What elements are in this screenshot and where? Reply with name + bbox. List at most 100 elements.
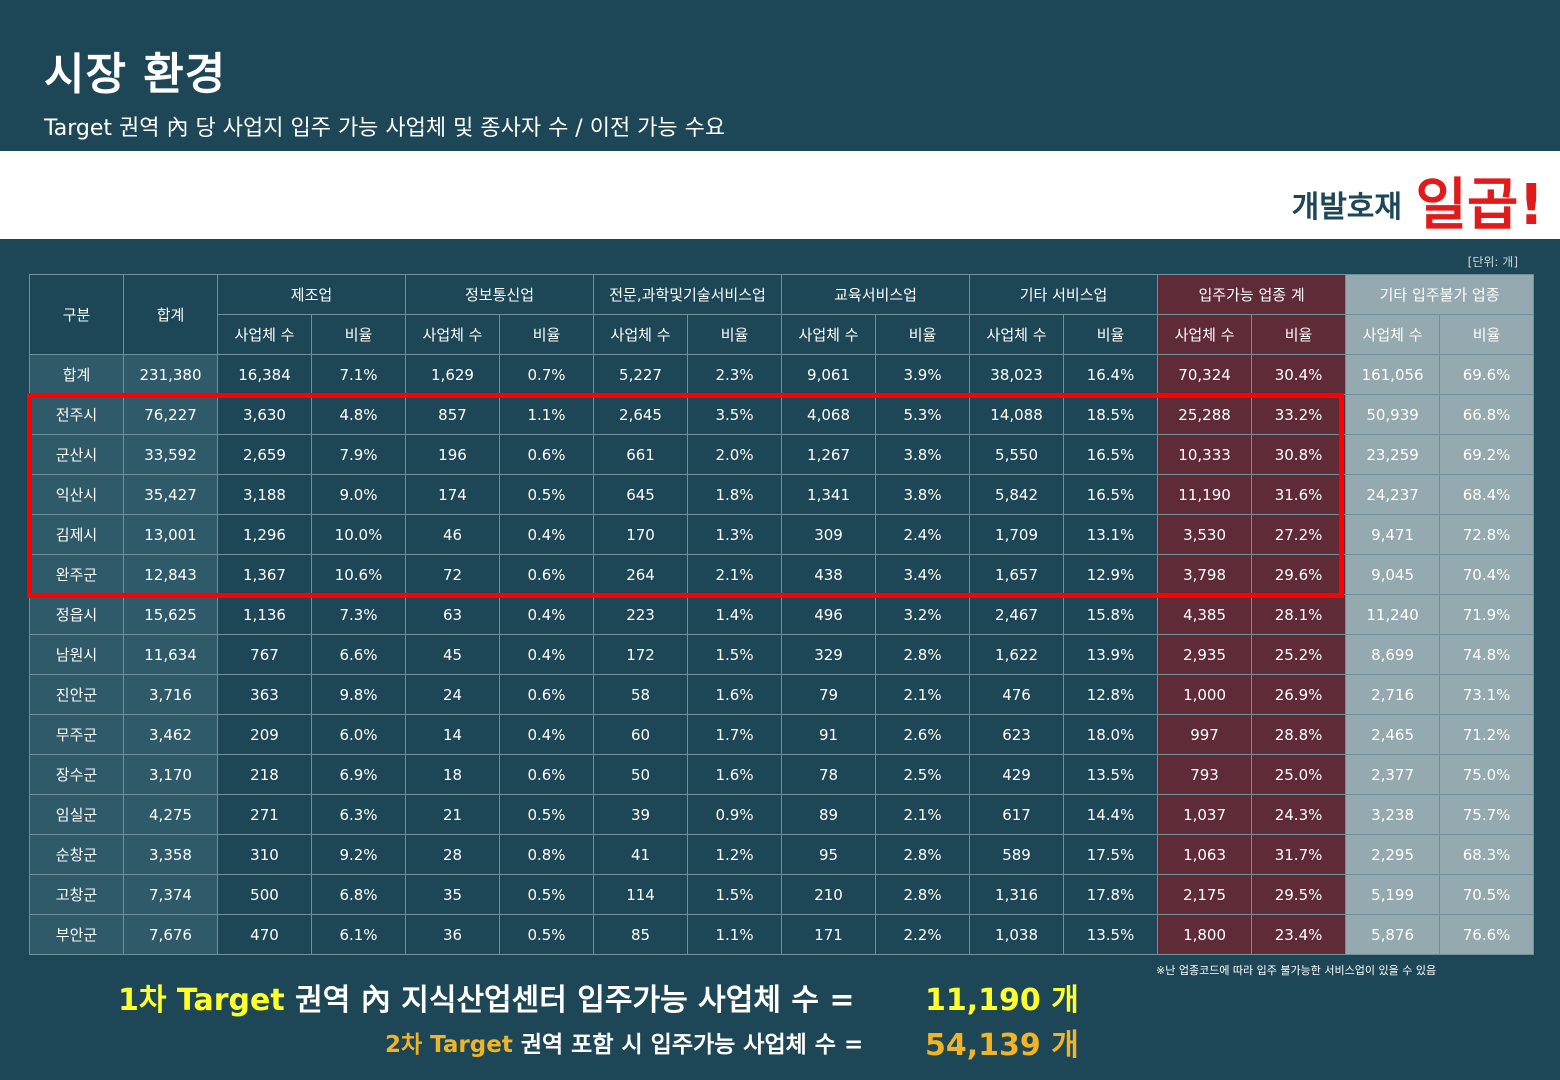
cell-count: 329 xyxy=(781,634,877,675)
row-total: 4,275 xyxy=(123,794,218,835)
cell-count: 4,068 xyxy=(781,394,877,435)
summary-line-2-prefix: 2차 Target xyxy=(385,1032,513,1058)
row-total: 76,227 xyxy=(123,394,218,435)
cell-count: 1,316 xyxy=(969,874,1065,915)
cell-ratio: 0.5% xyxy=(498,474,595,515)
cell-ratio: 71.9% xyxy=(1439,594,1535,635)
cell-ratio: 1.4% xyxy=(687,594,783,635)
cell-ratio: 10.6% xyxy=(311,554,406,595)
header-group-other: 기타 입주불가 업종 xyxy=(1345,274,1535,315)
cell-count: 45 xyxy=(405,634,500,675)
subheader-ratio: 비율 xyxy=(1063,314,1159,355)
cell-count: 10,333 xyxy=(1157,434,1253,475)
cell-count: 309 xyxy=(781,514,877,555)
cell-count: 5,842 xyxy=(969,474,1065,515)
band-headline: 일곱! xyxy=(1415,173,1544,238)
cell-count: 264 xyxy=(593,554,689,595)
cell-count: 5,550 xyxy=(969,434,1065,475)
row-total: 7,676 xyxy=(123,914,218,955)
cell-count: 72 xyxy=(405,554,500,595)
cell-count: 46 xyxy=(405,514,500,555)
cell-ratio: 29.5% xyxy=(1251,874,1347,915)
cell-count: 1,296 xyxy=(217,514,312,555)
cell-ratio: 0.7% xyxy=(498,354,595,395)
cell-count: 4,385 xyxy=(1157,594,1253,635)
cell-ratio: 7.3% xyxy=(311,594,406,635)
cell-ratio: 1.7% xyxy=(687,714,783,755)
cell-ratio: 2.2% xyxy=(875,914,971,955)
cell-count: 3,798 xyxy=(1157,554,1253,595)
row-label: 익산시 xyxy=(29,474,124,515)
cell-ratio: 1.5% xyxy=(687,874,783,915)
cell-count: 3,238 xyxy=(1345,794,1441,835)
footnote: ※난 업종코드에 따라 입주 불가능한 서비스업이 있을 수 있음 xyxy=(1156,964,1437,977)
table-row: 김제시 13,001 1,296 10.0% 46 0.4% 170 1.3% 309 2.4% 1… xyxy=(29,514,1535,555)
cell-ratio: 30.4% xyxy=(1251,354,1347,395)
summary-line-1-text: 권역 內 지식산업센터 입주가능 사업체 수 = xyxy=(284,983,855,1018)
cell-ratio: 6.9% xyxy=(311,754,406,795)
header-group: 정보통신업 xyxy=(404,274,595,315)
cell-ratio: 2.8% xyxy=(875,834,971,875)
table-row: 순창군 3,358 310 9.2% 28 0.8% 41 1.2% 95 2.8% 589 17.5… xyxy=(29,834,1535,875)
table-row: 남원시 11,634 767 6.6% 45 0.4% 172 1.5% 329 2.8% 1,62… xyxy=(29,634,1535,675)
table-row: 완주군 12,843 1,367 10.6% 72 0.6% 264 2.1% 438 3.4% 1… xyxy=(29,554,1535,595)
cell-ratio: 13.1% xyxy=(1063,514,1159,555)
cell-count: 2,467 xyxy=(969,594,1065,635)
header-group: 제조업 xyxy=(217,274,406,315)
cell-count: 1,629 xyxy=(405,354,500,395)
cell-count: 9,045 xyxy=(1345,554,1441,595)
cell-ratio: 12.8% xyxy=(1063,674,1159,715)
cell-count: 438 xyxy=(781,554,877,595)
cell-count: 209 xyxy=(217,714,312,755)
table-row: 임실군 4,275 271 6.3% 21 0.5% 39 0.9% 89 2.1% 617 14.4… xyxy=(29,794,1535,835)
cell-ratio: 3.8% xyxy=(875,434,971,475)
summary-line-2-value: 54,139 개 xyxy=(925,1028,1079,1063)
cell-ratio: 2.1% xyxy=(875,674,971,715)
cell-ratio: 2.1% xyxy=(687,554,783,595)
cell-ratio: 28.8% xyxy=(1251,714,1347,755)
cell-ratio: 0.5% xyxy=(498,794,595,835)
cell-ratio: 31.7% xyxy=(1251,834,1347,875)
cell-count: 50,939 xyxy=(1345,394,1441,435)
cell-ratio: 1.1% xyxy=(498,394,595,435)
cell-count: 5,199 xyxy=(1345,874,1441,915)
row-label: 임실군 xyxy=(29,794,124,835)
cell-ratio: 2.8% xyxy=(875,634,971,675)
cell-ratio: 2.0% xyxy=(687,434,783,475)
cell-ratio: 3.4% xyxy=(875,554,971,595)
header-group: 기타 서비스업 xyxy=(969,274,1159,315)
cell-ratio: 15.8% xyxy=(1063,594,1159,635)
cell-count: 661 xyxy=(593,434,689,475)
cell-count: 38,023 xyxy=(969,354,1065,395)
cell-ratio: 0.8% xyxy=(498,834,595,875)
cell-ratio: 76.6% xyxy=(1439,914,1535,955)
cell-count: 645 xyxy=(593,474,689,515)
cell-ratio: 6.1% xyxy=(311,914,406,955)
cell-ratio: 25.0% xyxy=(1251,754,1347,795)
cell-ratio: 1.8% xyxy=(687,474,783,515)
cell-count: 310 xyxy=(217,834,312,875)
cell-ratio: 5.3% xyxy=(875,394,971,435)
cell-ratio: 0.5% xyxy=(498,914,595,955)
header-group: 교육서비스업 xyxy=(781,274,971,315)
cell-count: 36 xyxy=(405,914,500,955)
cell-count: 617 xyxy=(969,794,1065,835)
row-total: 13,001 xyxy=(123,514,218,555)
highlight-band xyxy=(0,151,1560,239)
cell-ratio: 13.5% xyxy=(1063,754,1159,795)
table-row: 정읍시 15,625 1,136 7.3% 63 0.4% 223 1.4% 496 3.2% 2,… xyxy=(29,594,1535,635)
summary-line-1-value: 11,190 개 xyxy=(925,983,1079,1018)
summary-line-2-text: 권역 포함 시 입주가능 사업체 수 = xyxy=(512,1032,864,1058)
subheader-count: 사업체 수 xyxy=(405,314,500,355)
table-row: 무주군 3,462 209 6.0% 14 0.4% 60 1.7% 91 2.6% 623 18.0… xyxy=(29,714,1535,755)
cell-count: 997 xyxy=(1157,714,1253,755)
cell-count: 2,377 xyxy=(1345,754,1441,795)
row-total: 11,634 xyxy=(123,634,218,675)
cell-count: 28 xyxy=(405,834,500,875)
cell-count: 500 xyxy=(217,874,312,915)
cell-ratio: 16.4% xyxy=(1063,354,1159,395)
cell-ratio: 6.8% xyxy=(311,874,406,915)
cell-ratio: 31.6% xyxy=(1251,474,1347,515)
cell-ratio: 0.4% xyxy=(498,514,595,555)
cell-ratio: 13.5% xyxy=(1063,914,1159,955)
